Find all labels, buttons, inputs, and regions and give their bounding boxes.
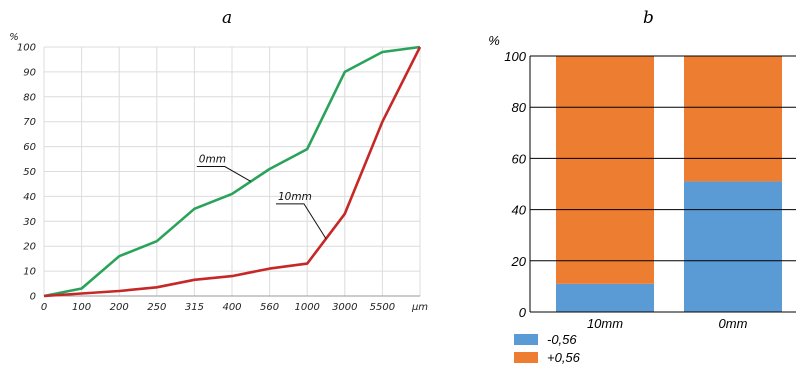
b-y-tick-label: 80: [512, 100, 527, 115]
a-x-tick-label: 315: [185, 302, 204, 313]
a-annotation-leader-0mm: [196, 166, 252, 182]
a-x-tick-label: 250: [147, 302, 166, 313]
b-legend-swatch-+0,56: [514, 352, 538, 363]
a-series-line-0mm: [43, 45, 421, 298]
b-y-tick-label: 20: [511, 254, 527, 269]
a-y-tick-label: 10: [23, 267, 36, 278]
b-y-tick-label: 40: [512, 203, 527, 218]
a-y-tick-label: 90: [23, 67, 36, 78]
panel-a-label: a: [222, 8, 233, 28]
a-x-tick-label: 3000: [332, 302, 357, 313]
a-x-tick-label: 0: [41, 302, 47, 313]
b-y-tick-label: 100: [504, 49, 526, 64]
a-x-tick-label: 560: [260, 302, 279, 313]
a-x-tick-label: 100: [72, 302, 91, 313]
b-y-tick-label: 60: [512, 151, 527, 166]
b-y-unit-label: %: [488, 33, 500, 48]
a-annotation-10mm: 10mm: [278, 191, 312, 203]
a-y-tick-label: 60: [23, 142, 36, 153]
a-y-tick-label: 30: [23, 217, 36, 228]
a-annotation-0mm: 0mm: [199, 154, 226, 166]
a-y-tick-label: 80: [23, 92, 36, 103]
a-y-tick-label: 20: [23, 242, 36, 253]
b-x-tick-label: 10mm: [587, 316, 623, 331]
b-bar-segment-0mm--0,56: [684, 181, 782, 312]
a-y-tick-label: 40: [23, 192, 36, 203]
a-x-tick-label: 1000: [294, 302, 319, 313]
a-y-unit-label: %: [9, 32, 19, 43]
b-legend-label: -0,56: [547, 332, 577, 347]
a-series-line-10mm: [43, 46, 422, 298]
a-annotation-leader-10mm: [276, 203, 327, 239]
b-bar-segment-0mm-+0,56: [684, 56, 782, 182]
a-x-tick-label: 5500: [370, 302, 395, 313]
a-y-tick-label: 50: [23, 167, 36, 178]
b-legend-swatch--0,56: [514, 334, 538, 345]
a-x-unit-label: μm: [411, 302, 428, 313]
a-x-tick-label: 200: [110, 302, 129, 313]
a-x-tick-label: 400: [222, 302, 241, 313]
a-y-tick-label: 100: [17, 43, 36, 54]
panel-b-label: b: [643, 8, 654, 28]
b-legend-label: +0,56: [547, 350, 581, 365]
b-y-tick-label: 0: [519, 305, 527, 320]
a-y-tick-label: 70: [23, 117, 36, 128]
b-x-tick-label: 0mm: [719, 316, 748, 331]
a-y-tick-label: 0: [30, 292, 36, 303]
b-bar-segment-10mm-+0,56: [556, 56, 654, 284]
b-bar-segment-10mm--0,56: [556, 283, 654, 312]
